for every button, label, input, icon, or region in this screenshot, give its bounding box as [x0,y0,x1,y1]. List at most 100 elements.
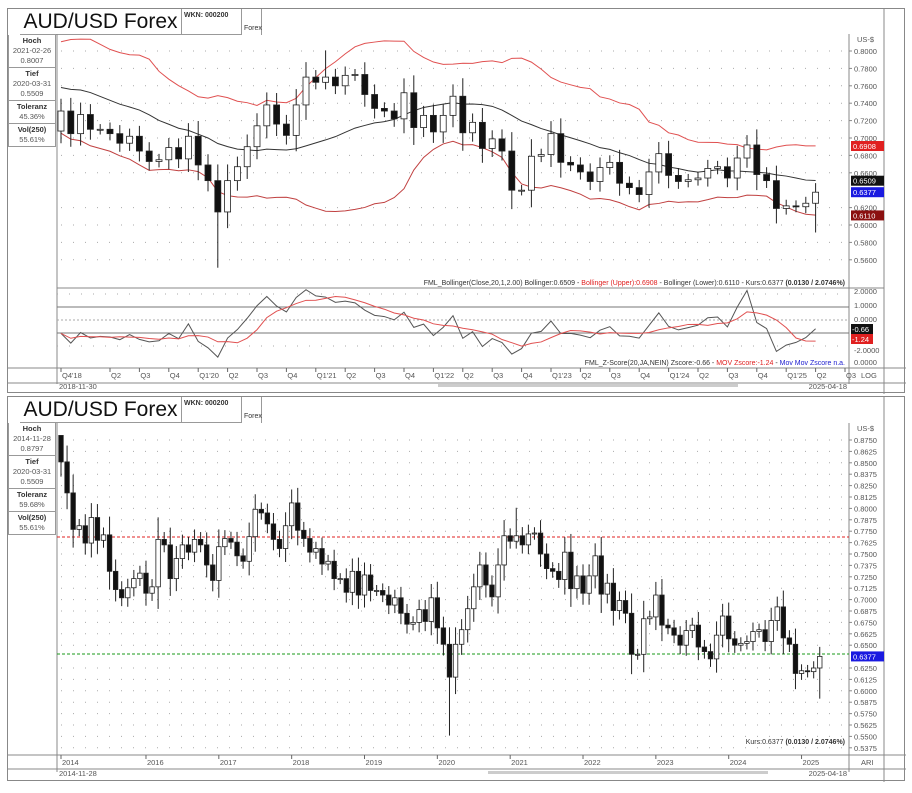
scale-mode-label: ARI [861,758,874,767]
chart-title: AUD/USD Forex [20,397,182,423]
sub-badge-text: -0.66 [852,325,869,334]
candle [112,570,119,590]
stat-hoch: Hoch 2014-11-28 0.8797 [8,423,56,456]
candle [732,638,738,646]
x-tick-label: 2021 [511,758,528,767]
candle [817,656,823,669]
x-tick-label: Q2 [817,371,827,380]
x-tick-label: Q2 [346,371,356,380]
stat-vol250: Vol(250) 55.61% [8,124,56,147]
candle [228,538,234,543]
y-tick-label: 0.7200 [854,117,877,126]
candle [70,492,76,530]
candle [252,508,258,538]
stat-date: 2014-11-28 [13,434,51,443]
chart-title: AUD/USD Forex [20,9,182,35]
candle [478,121,486,149]
wkn-label: WKN: 000200 [182,397,242,423]
y-tick-label: 0.7625 [854,539,877,548]
time-scrollbar[interactable] [488,771,768,774]
chart-panel-bollinger: AUD/USD Forex WKN: 000200 Forex Hoch 2021… [7,8,906,394]
price-badge [851,651,884,662]
scale-mode-label: LOG [861,371,877,380]
candle [106,534,113,572]
candle [507,535,513,542]
x-tick-label: 2014 [62,758,79,767]
candle [119,589,125,599]
candle [707,651,714,660]
sub-y-tick: 0.0000 [854,315,877,324]
candle [724,166,731,179]
candle [477,564,483,588]
candle [179,544,186,559]
currency-label: US-$ [857,35,875,44]
candle [204,164,212,182]
candle [246,536,252,562]
x-tick-label: Q1'20 [199,371,219,380]
stat-date: 2020-03-31 [12,467,52,476]
candle [371,94,379,109]
candle [173,558,179,580]
x-tick-label: Q4 [170,371,180,380]
candle [753,144,761,175]
y-tick-label: 0.6750 [854,618,877,627]
candle [744,641,750,644]
price-badge-text: 0.6509 [853,177,876,186]
candle [684,179,692,182]
candle [398,597,404,614]
stat-label: Tief [25,457,39,466]
candle [302,76,310,106]
stat-label: Vol(250) [17,513,47,522]
y-tick-label: 0.6875 [854,607,877,616]
candle [143,572,149,594]
candle [263,104,271,127]
candle [804,670,811,673]
time-scrollbar[interactable] [438,384,738,387]
candle [531,532,538,535]
price-badge [851,187,884,198]
candle [64,461,70,494]
candle [726,615,732,640]
price-badge [851,141,884,152]
y-tick-label: 0.7750 [854,527,877,536]
stat-date: 2021-02-26 [12,46,52,55]
candle [390,110,398,120]
candle [743,144,751,159]
x-tick-label: 2025 [803,758,820,767]
stat-value: 59.68% [19,500,45,509]
candle [792,205,800,208]
x-tick-label: 2018 [293,758,310,767]
x-tick-label: Q1'23 [552,371,572,380]
candle [243,146,251,168]
x-tick-label: Q3 [140,371,150,380]
y-tick-label: 0.5500 [854,732,877,741]
exchange-label: Forex [242,9,262,35]
indicator-legend: Kurs:0.6377 (0.0130 / 2.0746%) [746,739,845,746]
candle [341,74,349,87]
bollinger-middle-line [60,86,816,182]
candle [58,435,64,463]
price-badge [851,210,884,221]
mov-zscore-line [60,295,816,347]
x-tick-label: Q3 [846,371,856,380]
x-tick-label: Q4 [758,371,768,380]
y-tick-label: 0.6000 [854,687,877,696]
candle [361,74,369,95]
x-tick-label: 2020 [438,758,455,767]
candle [519,535,525,546]
x-tick-label: 2016 [147,758,164,767]
candle [439,114,447,133]
y-tick-label: 0.7875 [854,516,877,525]
candle [786,637,793,645]
y-tick-label: 0.6250 [854,664,877,673]
candle [738,642,744,646]
y-tick-label: 0.7800 [854,64,877,73]
price-badge-text: 0.6377 [853,188,876,197]
x-tick-label: Q4 [287,371,297,380]
x-tick-label: Q4 [640,371,650,380]
candle [811,667,817,673]
candle [458,629,465,645]
x-tick-label: Q2 [229,371,239,380]
x-tick-label: 2017 [220,758,237,767]
candle [489,584,495,598]
